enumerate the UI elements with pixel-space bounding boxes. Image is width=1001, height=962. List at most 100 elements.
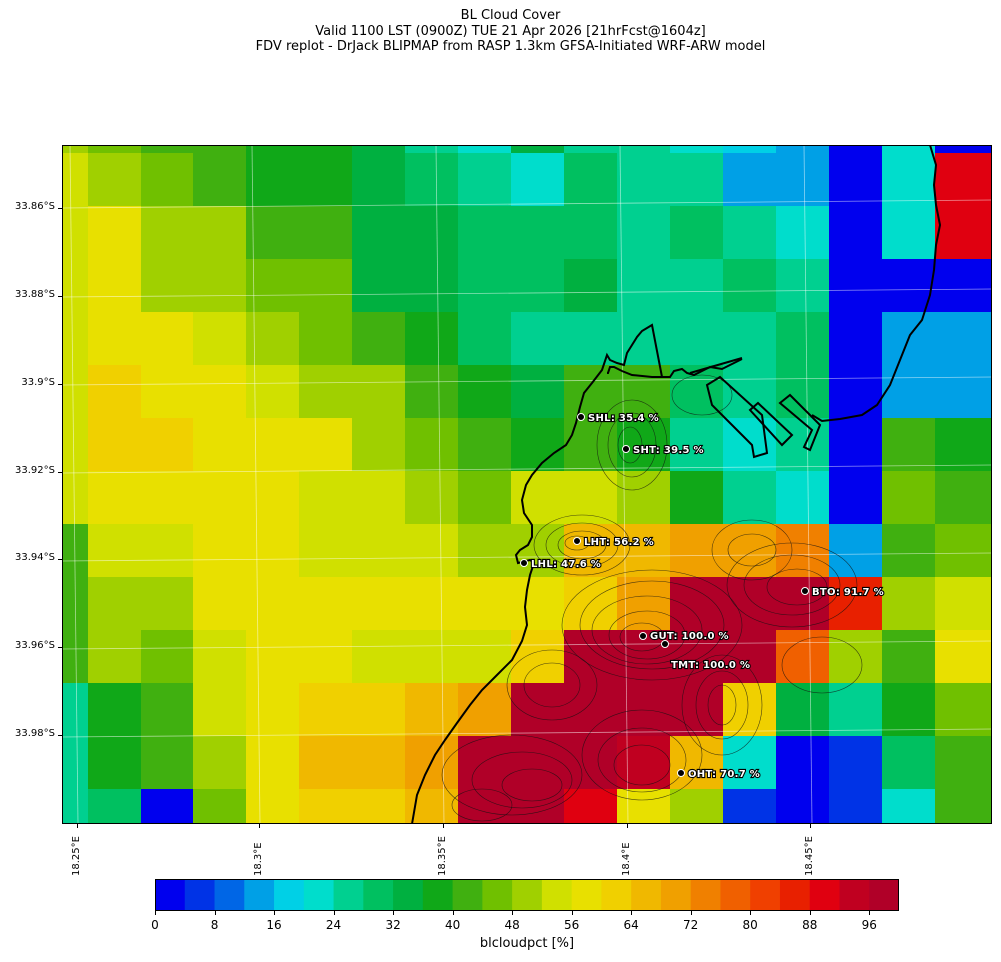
west-coast (411, 323, 663, 824)
colorbar-swatch (244, 879, 275, 911)
colorbar-tick-label: 96 (861, 918, 877, 932)
station-dot-gut[interactable] (639, 632, 647, 640)
lat-tick-label: 33.9°S (21, 377, 55, 388)
grid-cell (193, 206, 247, 260)
grid-cell (458, 145, 512, 154)
grid-cell (352, 145, 406, 154)
grid-cell (882, 145, 936, 154)
grid-cell (829, 206, 883, 260)
colorbar-swatch (303, 879, 335, 911)
grid-cell (246, 418, 300, 472)
grid-cell (829, 145, 883, 154)
station-dot-tmt[interactable] (661, 640, 669, 648)
station-label-lht: LHT: 56.2 % (584, 537, 654, 548)
colorbar-swatch (155, 879, 186, 911)
grid-cell (141, 789, 194, 824)
lon-tick-label: 18.25°E (71, 836, 82, 876)
grid-cell (405, 312, 459, 366)
cloud-cover-map[interactable]: SHL: 35.4 % SHT: 39.5 % LHT: 56.2 % LHL: 47… (62, 145, 992, 824)
graticule-lat (62, 640, 992, 650)
grid-cell (564, 206, 618, 260)
graticule-lat (62, 728, 992, 738)
colorbar-tick-label: 16 (266, 918, 282, 932)
lon-tick-mark (627, 824, 628, 828)
grid-cell (935, 736, 992, 790)
grid-cell (458, 524, 512, 578)
grid-cell (511, 259, 565, 313)
grid-cell (564, 153, 618, 207)
grid-cell (62, 630, 89, 684)
grid-cell (723, 683, 777, 737)
grid-cell (352, 630, 406, 684)
grid-cell (829, 418, 883, 472)
grid-cell (299, 736, 353, 790)
grid-cell (193, 683, 247, 737)
grid-cell (246, 153, 300, 207)
station-dot-sht[interactable] (622, 445, 630, 453)
station-label-lhl: LHL: 47.6 % (531, 559, 601, 570)
grid-cell (193, 153, 247, 207)
station-dot-lhl[interactable] (520, 559, 528, 567)
colorbar-tick-label: 72 (683, 918, 699, 932)
lon-tick-label: 18.35°E (437, 836, 448, 876)
grid-cell (829, 471, 883, 525)
grid-cell (246, 259, 300, 313)
grid-cell (246, 365, 300, 419)
grid-cell (141, 259, 194, 313)
grid-cell (141, 145, 194, 154)
grid-cell (458, 312, 512, 366)
grid-cell (299, 206, 353, 260)
grid-cell (723, 153, 777, 207)
colorbar-swatch (363, 879, 394, 911)
grid-cell (88, 259, 142, 313)
grid-cell (193, 312, 247, 366)
lon-tick-label: 18.4°E (621, 842, 632, 876)
grid-cell (88, 418, 142, 472)
grid-cell (405, 365, 459, 419)
colorbar-swatch (422, 879, 454, 911)
grid-cell (458, 365, 512, 419)
grid-cell (882, 206, 936, 260)
station-dot-lht[interactable] (573, 537, 581, 545)
grid-cell (776, 153, 830, 207)
station-dot-shl[interactable] (577, 413, 585, 421)
harbour-1 (705, 375, 769, 459)
station-markers[interactable]: SHL: 35.4 % SHT: 39.5 % LHT: 56.2 % LHL: 47… (520, 412, 885, 781)
grid-cell (511, 418, 565, 472)
grid-cell (670, 153, 724, 207)
station-dot-oht[interactable] (677, 769, 685, 777)
grid-cell (405, 259, 459, 313)
grid-cell (776, 789, 830, 824)
grid-cell (723, 418, 777, 472)
station-dot-bto[interactable] (801, 587, 809, 595)
graticule-lat (62, 199, 992, 209)
harbour-2 (748, 401, 794, 447)
grid-cell (246, 577, 300, 631)
grid-cell (299, 312, 353, 366)
grid-cell (723, 259, 777, 313)
colorbar-tick-mark (631, 911, 633, 915)
grid-cell (670, 789, 724, 824)
grid-cell (88, 683, 142, 737)
colorbar-swatch (660, 879, 692, 911)
colorbar-label: blcloudpct [%] (479, 936, 575, 951)
lon-tick-label: 18.3°E (253, 842, 264, 876)
grid-cell (299, 259, 353, 313)
grid-cell (88, 630, 142, 684)
grid-cells (62, 145, 992, 824)
grid-cell (882, 630, 936, 684)
grid-cell (352, 524, 406, 578)
grid-cell (141, 683, 194, 737)
title-line-3: FDV replot - DrJack BLIPMAP from RASP 1.… (255, 39, 766, 54)
grid-cell (141, 365, 194, 419)
grid-cell (62, 683, 89, 737)
grid-cell (670, 471, 724, 525)
grid-cell (299, 630, 353, 684)
grid-cell (88, 577, 142, 631)
grid-cell (776, 312, 830, 366)
graticule-lon (251, 145, 261, 824)
graticule-lat (62, 288, 992, 298)
grid-cell (511, 206, 565, 260)
lon-tick-mark (77, 824, 78, 828)
lat-tick-mark (58, 296, 62, 297)
